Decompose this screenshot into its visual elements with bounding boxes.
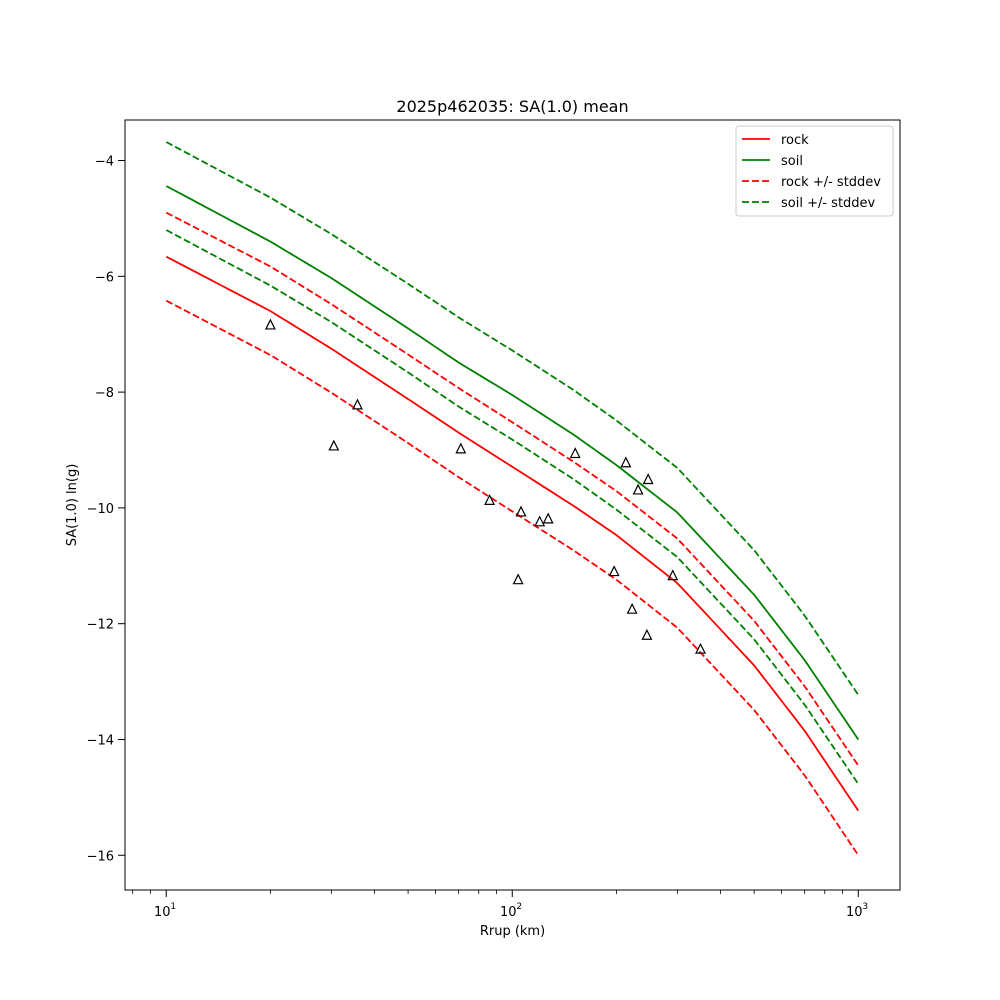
y-tick-label: −10 <box>87 502 114 517</box>
observation-marker <box>632 483 644 495</box>
observation-marker <box>515 505 527 517</box>
y-tick-label: −8 <box>95 386 114 401</box>
x-tick-label: 10 <box>154 905 171 920</box>
x-tick-exponent: 1 <box>170 902 176 912</box>
y-axis-label: SA(1.0) ln(g) <box>65 464 80 547</box>
observation-marker <box>264 318 276 330</box>
y-tick-label: −4 <box>95 155 114 170</box>
plot-lines-layer <box>165 141 860 856</box>
legend-box <box>735 125 894 217</box>
observation-marker <box>455 442 467 454</box>
chart-legend: rock soil rock +/- stddev soil +/- stddev <box>735 125 894 217</box>
x-tick-exponent: 2 <box>516 902 522 912</box>
y-tick-label: −6 <box>95 270 114 285</box>
observation-marker <box>569 447 581 459</box>
observation-marker <box>641 628 653 640</box>
chart-title: 2025p462035: SA(1.0) mean <box>396 97 628 116</box>
legend-label: soil +/- stddev <box>781 196 876 211</box>
observation-marker <box>626 602 638 614</box>
observation-marker <box>512 573 524 585</box>
observation-marker <box>328 439 340 451</box>
y-tick-label: −12 <box>87 618 114 633</box>
observation-marker <box>667 569 679 581</box>
x-tick-label: 10 <box>500 905 517 920</box>
series-line-1 <box>165 185 860 740</box>
observation-marker <box>695 642 706 654</box>
observation-marker <box>352 398 363 410</box>
observation-marker <box>608 565 620 577</box>
observation-marker <box>620 456 632 468</box>
x-axis: 10 1 10 2 10 3 <box>132 890 868 920</box>
series-line-2 <box>165 211 860 767</box>
legend-label: soil <box>781 154 803 169</box>
series-line-4 <box>165 141 860 696</box>
legend-label: rock +/- stddev <box>781 175 881 190</box>
x-tick-exponent: 3 <box>862 902 868 912</box>
legend-label: rock <box>781 133 809 148</box>
y-axis: −4 −6 −8 −10 −12 −14 −16 <box>87 155 125 864</box>
y-tick-label: −14 <box>87 733 114 748</box>
observation-marker <box>642 473 654 485</box>
observation-marker <box>484 494 496 505</box>
observation-marker <box>534 515 546 527</box>
series-line-5 <box>165 229 860 785</box>
series-line-3 <box>165 299 860 856</box>
x-tick-label: 10 <box>846 905 863 920</box>
y-tick-label: −16 <box>87 849 114 864</box>
observation-marker <box>542 512 554 524</box>
x-axis-label: Rrup (km) <box>480 924 545 939</box>
series-line-0 <box>165 255 860 812</box>
observation-markers-layer <box>264 318 706 654</box>
